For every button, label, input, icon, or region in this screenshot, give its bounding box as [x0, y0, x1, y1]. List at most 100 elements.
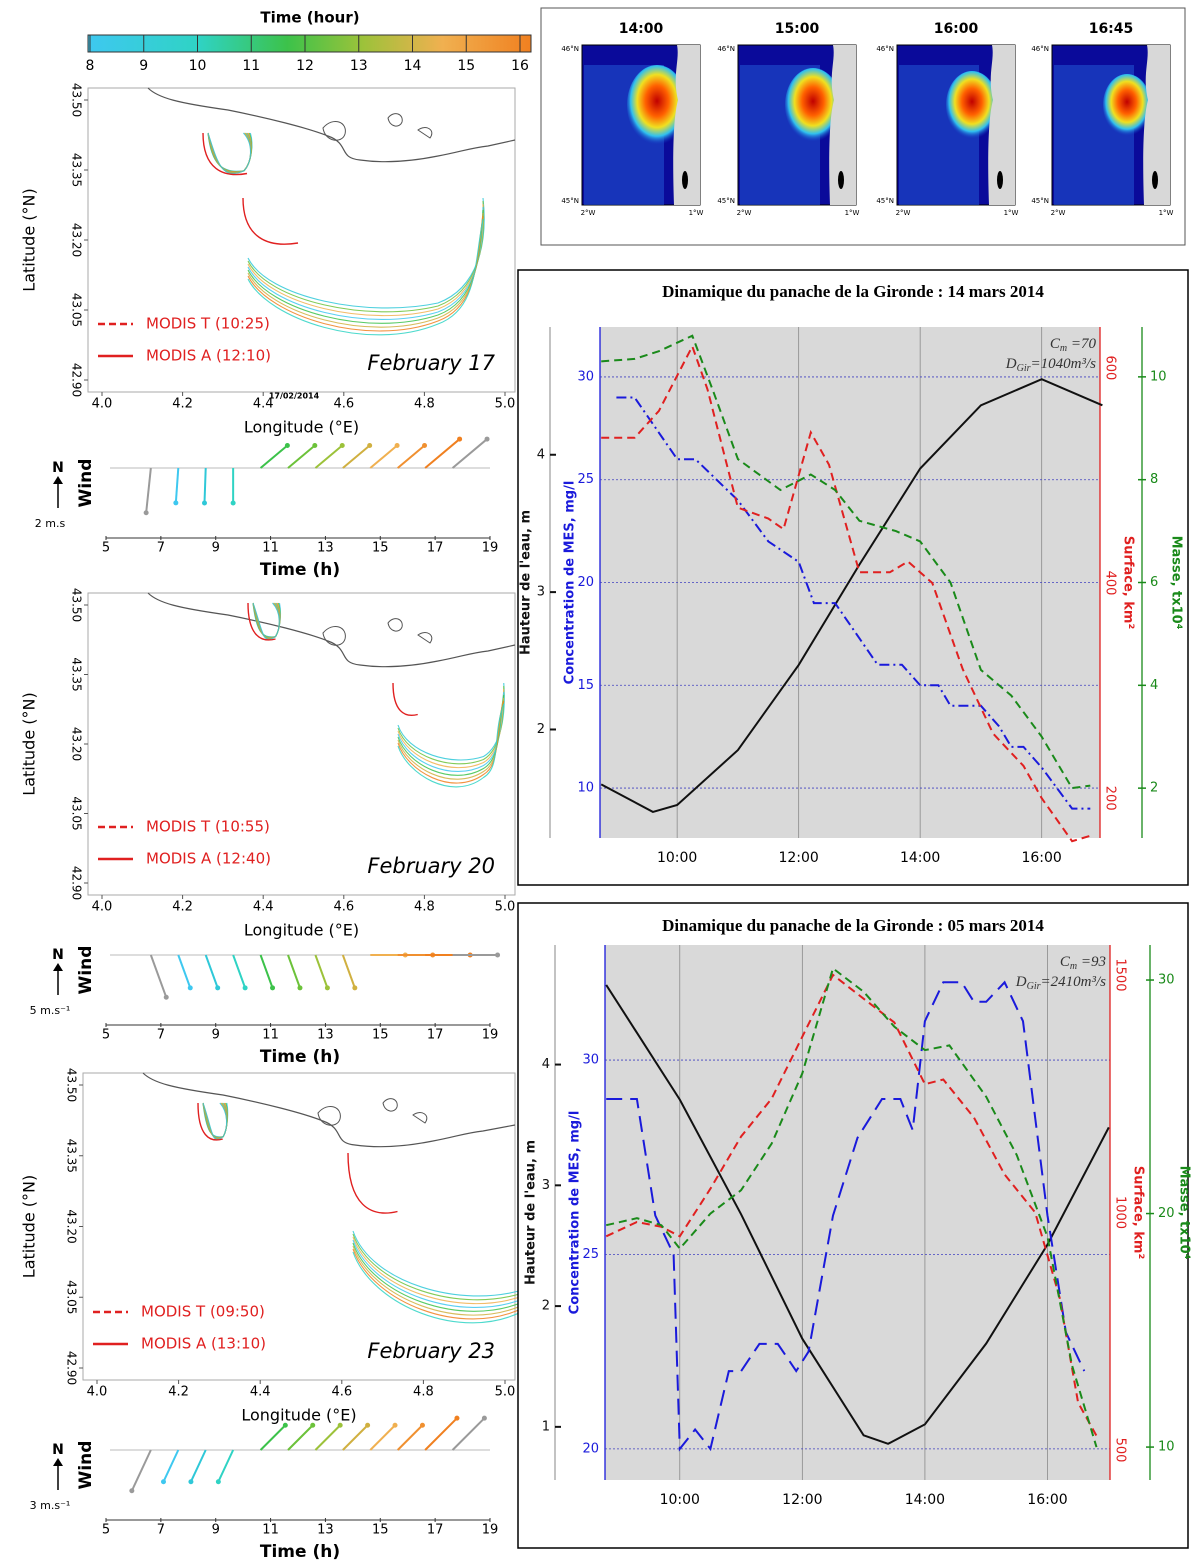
wind-xlabel: Time (h): [260, 1542, 340, 1562]
wind-arrow-head: [324, 985, 330, 991]
x-tick-label: 12:00: [778, 850, 818, 866]
wind-arrow: [369, 444, 398, 469]
wind-tick-label: 13: [317, 1523, 334, 1538]
wind-arrow: [145, 467, 152, 513]
wind-arrow-head: [367, 443, 373, 449]
y-tick-label: 500: [1113, 1438, 1128, 1463]
y-tick-label: 2: [537, 722, 545, 737]
wind-tick-label: 5: [102, 541, 110, 556]
wind-arrow: [397, 444, 426, 469]
y-tick-label: 600: [1103, 355, 1118, 380]
y-tick-label: 200: [1103, 786, 1118, 811]
wind-arrow-head: [242, 985, 248, 991]
wind-tick-label: 5: [102, 1028, 110, 1043]
wind-arrow-head: [457, 436, 463, 442]
colorbar-tick-label: 11: [242, 58, 260, 74]
snapshot-lon-label: 2°W: [581, 209, 596, 217]
annotation-base: C: [1050, 336, 1061, 352]
wind-tick-label: 9: [212, 1523, 220, 1538]
snapshot-plume: [1103, 74, 1151, 136]
map-date: February 23: [367, 1339, 495, 1363]
snapshot-title: 16:00: [934, 21, 979, 37]
annotation: DGir=1040m³/s: [1005, 356, 1096, 374]
lat-tick-label: 43.20: [70, 223, 84, 257]
plume-contour: [397, 682, 505, 761]
north-arrow-head: [53, 476, 63, 484]
snapshot-lon-label: 1°W: [689, 209, 704, 217]
lat-tick-label: 43.20: [70, 727, 84, 761]
wind-arrow: [314, 1424, 341, 1451]
annotation-text: =93: [1077, 954, 1106, 970]
y-tick-label: 3: [537, 585, 545, 600]
y-tick-label: 2: [1150, 781, 1158, 796]
wind-arrow-head: [173, 500, 179, 506]
north-label: N: [52, 460, 64, 476]
lon-tick-label: 4.0: [92, 900, 113, 915]
lat-tick-label: 42.90: [70, 363, 84, 397]
lon-tick-label: 4.8: [414, 397, 435, 412]
annotation-text: =1040m³/s: [1031, 356, 1097, 372]
snapshot-lon-label: 1°W: [845, 209, 860, 217]
series-line: [601, 334, 1091, 790]
lon-tick-label: 4.4: [253, 900, 274, 915]
wind-xlabel: Time (h): [260, 560, 340, 580]
annotation-base: D: [1005, 356, 1017, 372]
y-tick-label: 20: [1158, 1206, 1175, 1221]
lon-tick-label: 4.4: [253, 397, 274, 412]
snapshot-title: 14:00: [619, 21, 664, 37]
lon-axis-label: Longitude (°E): [241, 1406, 356, 1425]
wind-arrow-head: [392, 1422, 398, 1428]
wind-tick-label: 5: [102, 1523, 110, 1538]
legend-label: MODIS A (12:40): [146, 850, 271, 868]
wind-arrow-head: [481, 1415, 487, 1421]
lat-axis-label: Latitude (°N): [20, 1175, 39, 1278]
snapshot-land: [829, 45, 856, 205]
lat-tick-label: 43.35: [70, 153, 84, 187]
wind-arrow-head: [337, 1422, 343, 1428]
lon-axis-label: Longitude (°E): [244, 418, 359, 437]
wind-tick-label: 7: [157, 1523, 165, 1538]
annotation-sub: Gir: [1027, 981, 1041, 992]
y-tick-label: 6: [1150, 575, 1158, 590]
y-tick-label: 4: [537, 447, 545, 462]
wind-arrow: [259, 1424, 287, 1451]
wind-arrow-head: [422, 443, 428, 449]
colorbar-tick-label: 10: [189, 58, 207, 74]
wind-xlabel: Time (h): [260, 1047, 340, 1067]
wind-arrow: [314, 444, 343, 469]
snapshot-island: [1152, 171, 1158, 189]
wind-arrow-head: [297, 985, 303, 991]
map-frame: [87, 87, 516, 393]
y-axis-title: Surface, km²: [1121, 536, 1136, 629]
y-tick-label: 1500: [1113, 958, 1128, 991]
snapshot-title: 16:45: [1089, 21, 1134, 37]
y-axis-title: Hauteur de l'eau, m: [524, 1140, 539, 1285]
snapshot-lon-label: 1°W: [1004, 209, 1019, 217]
colorbar-tick-label: 9: [139, 58, 148, 74]
annotation-text: =2410m³/s: [1041, 974, 1107, 990]
x-tick-label: 12:00: [782, 1492, 822, 1508]
series-line: [600, 378, 1103, 813]
y-axis-title: Concentration de MES, mg/l: [563, 481, 578, 685]
wind-arrow-head: [495, 952, 501, 958]
lat-tick-label: 42.90: [65, 1351, 79, 1385]
wind-arrow: [149, 954, 168, 998]
snapshot-land: [1143, 45, 1170, 205]
colorbar-title: Time (hour): [260, 9, 359, 27]
lat-tick-label: 43.05: [65, 1280, 79, 1314]
wind-tick-label: 17: [427, 1523, 444, 1538]
annotation: DGir=2410m³/s: [1015, 974, 1106, 992]
snapshot-lat-label: 45°N: [1031, 197, 1049, 205]
y-tick-label: 10: [1158, 1440, 1175, 1455]
wind-arrow-head: [163, 994, 169, 1000]
snapshot-lat-label: 46°N: [717, 45, 735, 53]
annotation-base: C: [1060, 954, 1071, 970]
wind-arrow-head: [188, 1479, 194, 1485]
snapshot-lat-label: 45°N: [717, 197, 735, 205]
wind-arrow-head: [230, 500, 236, 506]
annotation-text: =70: [1067, 336, 1096, 352]
wind-arrow: [369, 1424, 396, 1451]
y-tick-label: 4: [1150, 678, 1158, 693]
lat-tick-label: 43.50: [65, 1068, 79, 1102]
